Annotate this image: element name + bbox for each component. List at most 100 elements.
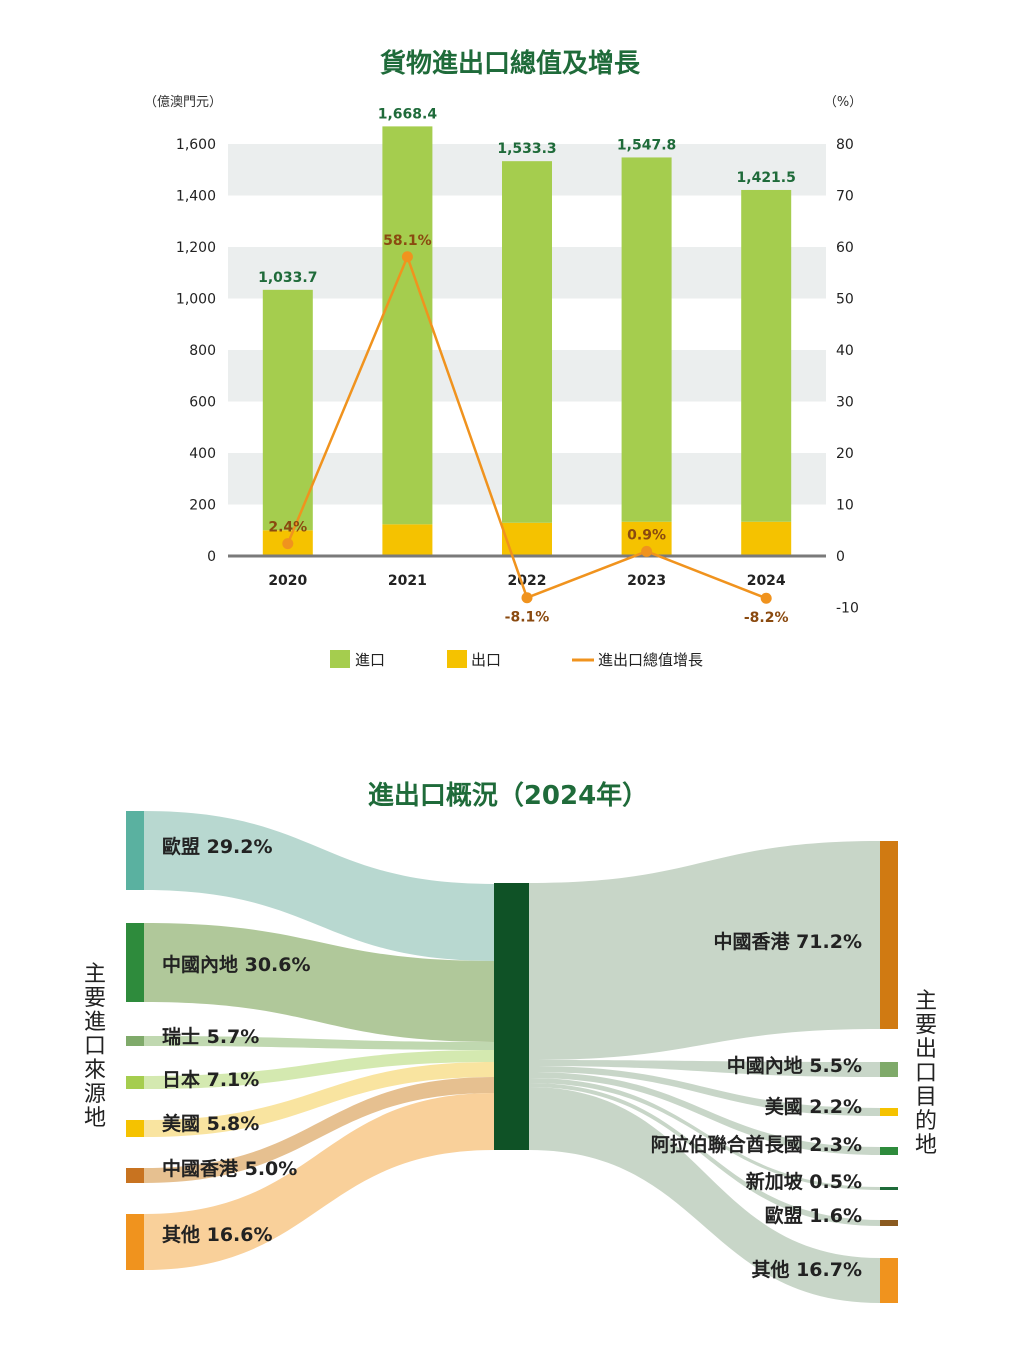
right-tick-label: 30 xyxy=(836,395,854,411)
destination-node xyxy=(880,1108,898,1116)
destination-label: 中國內地 5.5% xyxy=(727,1054,862,1077)
destination-node xyxy=(880,1147,898,1155)
legend-label-growth: 進出口總值增長 xyxy=(598,651,703,669)
x-tick-label: 2024 xyxy=(747,573,786,589)
source-label: 瑞士 5.7% xyxy=(162,1025,259,1048)
growth-value-label: 0.9% xyxy=(627,527,666,543)
outflow-band xyxy=(529,1072,880,1155)
growth-point xyxy=(521,592,533,604)
source-node xyxy=(126,923,144,1002)
bar-import xyxy=(502,161,552,523)
total-trade-node xyxy=(494,883,529,1150)
inflow-band xyxy=(144,1062,494,1137)
source-label: 日本 7.1% xyxy=(162,1068,259,1091)
right-tick-label: 50 xyxy=(836,292,854,308)
destination-node xyxy=(880,1258,898,1303)
sankey-diagram: 歐盟 29.2% 中國內地 30.6% 瑞士 5.7% 日本 7.1% 美國 5.8% 中… xyxy=(84,811,937,1303)
bar-export xyxy=(382,524,433,556)
destination-node xyxy=(880,841,898,1029)
right-tick-label: 10 xyxy=(836,498,854,514)
source-node xyxy=(126,1168,144,1183)
right-tick-label: -10 xyxy=(836,601,859,617)
outflow-band xyxy=(529,1066,880,1116)
left-tick-label: 1,000 xyxy=(176,292,216,308)
right-tick-label: 40 xyxy=(836,343,854,359)
x-tick-label: 2023 xyxy=(627,573,666,589)
source-label: 其他 16.6% xyxy=(162,1223,273,1246)
left-tick-label: 400 xyxy=(189,446,216,462)
left-tick-label: 800 xyxy=(189,343,216,359)
source-label: 中國香港 5.0% xyxy=(162,1157,297,1180)
x-tick-label: 2022 xyxy=(508,573,547,589)
legend: 進口 出口 進出口總值增長 xyxy=(330,650,703,669)
legend-swatch-import xyxy=(330,650,350,668)
total-value-label: 1,421.5 xyxy=(737,170,796,186)
total-value-label: 1,668.4 xyxy=(378,106,438,122)
outflow-band xyxy=(529,1083,880,1226)
left-tick-label: 1,400 xyxy=(176,189,216,205)
left-tick-label: 1,600 xyxy=(176,137,216,153)
data-labels: 1,033.7 1,668.4 1,533.3 1,547.8 1,421.5 2.4% 5… xyxy=(258,106,796,626)
inflow-band xyxy=(144,923,494,1042)
source-node xyxy=(126,1120,144,1137)
inflow-band xyxy=(144,1036,494,1050)
destination-label: 美國 2.2% xyxy=(765,1095,862,1118)
source-label: 美國 5.8% xyxy=(162,1112,259,1135)
right-axis-ticks: 80 70 60 50 40 30 20 10 0 -10 xyxy=(836,137,859,617)
left-tick-label: 0 xyxy=(207,549,216,565)
destination-label: 阿拉伯聯合酋長國 2.3% xyxy=(651,1133,862,1156)
bar-import xyxy=(741,189,792,522)
right-tick-label: 20 xyxy=(836,446,854,462)
left-axis-unit: （億澳門元） xyxy=(144,94,222,110)
bar-series xyxy=(262,126,792,556)
right-axis-unit: （%） xyxy=(824,95,862,110)
left-tick-label: 1,200 xyxy=(176,240,216,256)
legend-swatch-export xyxy=(447,650,467,668)
growth-line-series xyxy=(282,251,772,604)
import-sources-group-label: 主要進口來源地 xyxy=(84,962,106,1131)
growth-point xyxy=(282,538,294,550)
source-node xyxy=(126,1076,144,1089)
destination-label: 中國香港 71.2% xyxy=(713,930,862,953)
growth-point xyxy=(641,545,653,557)
left-tick-label: 600 xyxy=(189,395,216,411)
outflow-band xyxy=(529,1087,880,1303)
outflow-band xyxy=(529,1078,880,1190)
bar-import xyxy=(262,289,313,531)
right-tick-label: 80 xyxy=(836,137,854,153)
outflow-band xyxy=(529,841,880,1060)
growth-point xyxy=(401,251,413,263)
inflow-band xyxy=(144,811,494,961)
growth-point xyxy=(760,592,772,604)
growth-value-label: 2.4% xyxy=(268,520,307,536)
x-tick-label: 2021 xyxy=(388,573,427,589)
left-axis-ticks: 0 200 400 600 800 1,000 1,200 1,400 1,600 xyxy=(176,137,216,565)
legend-label-import: 進口 xyxy=(355,651,385,669)
x-axis-ticks: 2020 2021 2022 2023 2024 xyxy=(268,573,786,589)
destination-node xyxy=(880,1062,898,1077)
bar-chart-title: 貨物進出口總值及增長 xyxy=(380,48,641,79)
destination-node xyxy=(880,1187,898,1190)
outflow-band xyxy=(529,1060,880,1077)
destination-label: 歐盟 1.6% xyxy=(765,1204,862,1227)
growth-value-label: -8.1% xyxy=(505,610,550,626)
source-label: 歐盟 29.2% xyxy=(162,835,273,858)
growth-value-label: 58.1% xyxy=(383,233,432,249)
growth-value-label: -8.2% xyxy=(744,610,789,626)
total-value-label: 1,533.3 xyxy=(497,141,556,157)
right-tick-label: 70 xyxy=(836,189,854,205)
legend-label-export: 出口 xyxy=(471,651,501,669)
destination-label: 其他 16.7% xyxy=(751,1258,862,1281)
sankey-title: 進出口概況（2024年） xyxy=(368,780,648,811)
left-tick-label: 200 xyxy=(189,498,216,514)
source-label: 中國內地 30.6% xyxy=(162,953,311,976)
right-tick-label: 60 xyxy=(836,240,854,256)
inflow-band xyxy=(144,1050,494,1089)
total-value-label: 1,033.7 xyxy=(258,270,317,286)
source-node xyxy=(126,1036,144,1046)
export-destinations-group-label: 主要出口目的地 xyxy=(915,989,937,1158)
bar-export xyxy=(741,521,792,556)
x-tick-label: 2020 xyxy=(268,573,307,589)
right-tick-label: 0 xyxy=(836,549,845,565)
